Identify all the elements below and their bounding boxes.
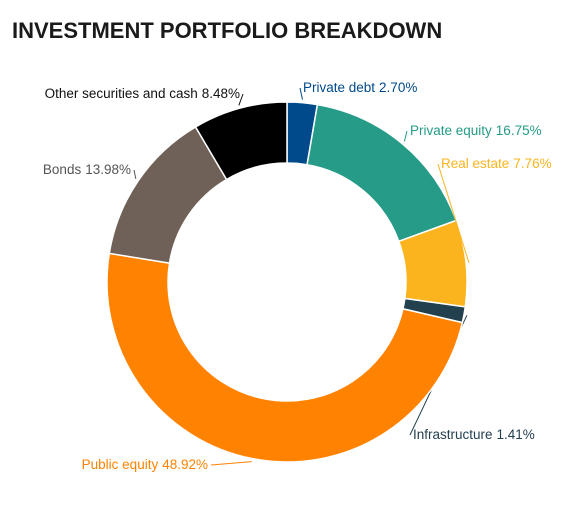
- category-name: Private debt: [303, 80, 375, 95]
- chart-title: INVESTMENT PORTFOLIO BREAKDOWN: [12, 18, 442, 43]
- donut-segment: [194, 101, 288, 181]
- value-label: 1.41%: [497, 427, 535, 442]
- category-name: Private equity: [410, 123, 492, 138]
- segment-label: Real estate 7.76%: [441, 156, 552, 171]
- segment-label: Other securities and cash 8.48%: [45, 86, 240, 101]
- leader-line: [299, 87, 303, 100]
- segment-label: Private debt 2.70%: [303, 80, 417, 95]
- leader-line: [238, 93, 244, 106]
- donut-segment: [106, 252, 464, 463]
- value-label: 8.48%: [202, 86, 240, 101]
- category-name: Real estate: [441, 156, 509, 171]
- value-label: 7.76%: [513, 156, 551, 171]
- category-name: Bonds: [43, 162, 82, 177]
- value-label: 48.92%: [162, 457, 208, 472]
- segment-label: Public equity 48.92%: [82, 457, 208, 472]
- category-name: Other securities and cash: [45, 86, 198, 101]
- value-label: 13.98%: [85, 162, 131, 177]
- leader-line: [437, 163, 470, 263]
- leader-line: [133, 169, 137, 179]
- segment-label: Infrastructure 1.41%: [413, 427, 535, 442]
- category-name: Infrastructure: [413, 427, 493, 442]
- category-name: Public equity: [82, 457, 159, 472]
- value-label: 2.70%: [379, 80, 417, 95]
- value-label: 16.75%: [496, 123, 542, 138]
- segment-label: Bonds 13.98%: [43, 162, 131, 177]
- leader-line: [403, 130, 408, 142]
- leader-line: [210, 461, 252, 466]
- segment-label: Private equity 16.75%: [410, 123, 542, 138]
